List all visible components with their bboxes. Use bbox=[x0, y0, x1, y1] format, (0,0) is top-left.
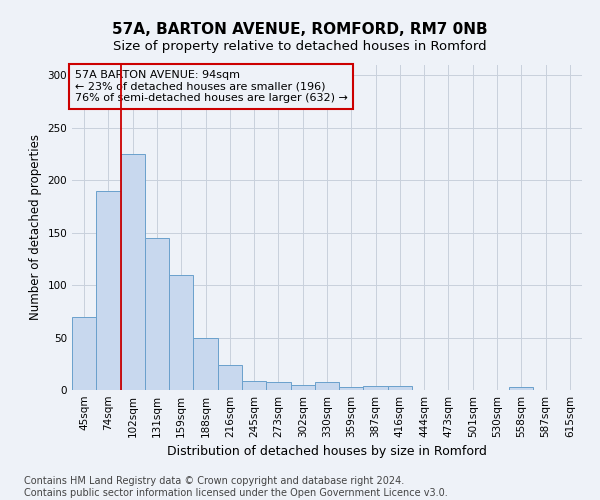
X-axis label: Distribution of detached houses by size in Romford: Distribution of detached houses by size … bbox=[167, 446, 487, 458]
Bar bbox=[121, 154, 145, 390]
Bar bbox=[290, 385, 315, 390]
Bar bbox=[364, 386, 388, 390]
Bar bbox=[509, 387, 533, 390]
Bar bbox=[169, 274, 193, 390]
Bar bbox=[315, 382, 339, 390]
Bar bbox=[388, 386, 412, 390]
Text: 57A BARTON AVENUE: 94sqm
← 23% of detached houses are smaller (196)
76% of semi-: 57A BARTON AVENUE: 94sqm ← 23% of detach… bbox=[74, 70, 347, 103]
Text: Size of property relative to detached houses in Romford: Size of property relative to detached ho… bbox=[113, 40, 487, 53]
Bar bbox=[266, 382, 290, 390]
Text: 57A, BARTON AVENUE, ROMFORD, RM7 0NB: 57A, BARTON AVENUE, ROMFORD, RM7 0NB bbox=[112, 22, 488, 38]
Bar bbox=[145, 238, 169, 390]
Bar bbox=[218, 365, 242, 390]
Bar bbox=[242, 380, 266, 390]
Bar bbox=[193, 338, 218, 390]
Y-axis label: Number of detached properties: Number of detached properties bbox=[29, 134, 42, 320]
Bar bbox=[339, 387, 364, 390]
Bar bbox=[72, 316, 96, 390]
Bar bbox=[96, 191, 121, 390]
Text: Contains HM Land Registry data © Crown copyright and database right 2024.
Contai: Contains HM Land Registry data © Crown c… bbox=[24, 476, 448, 498]
